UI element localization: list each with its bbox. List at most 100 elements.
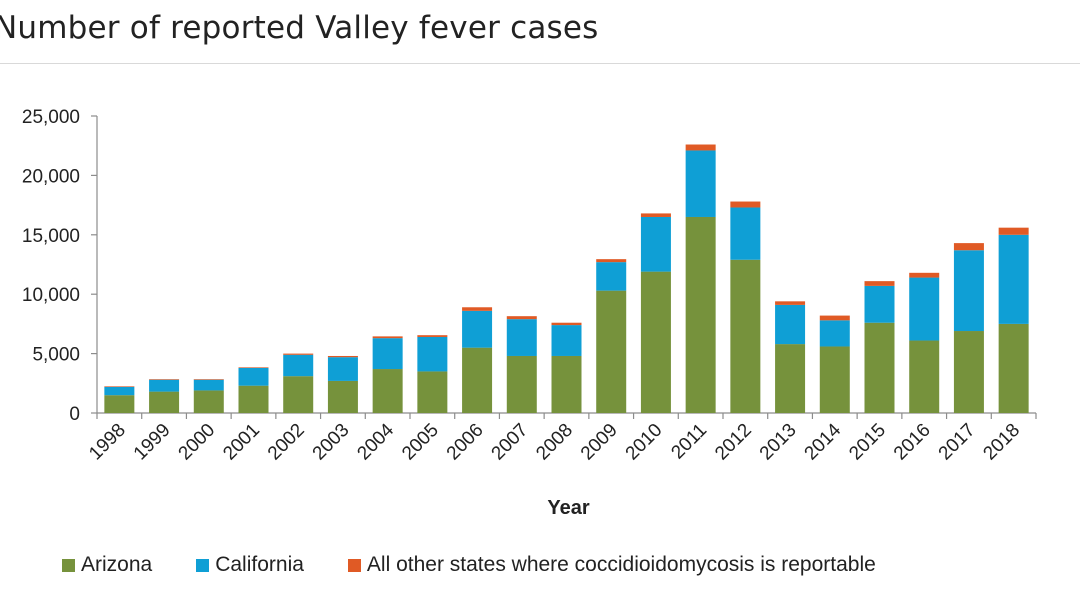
x-axis-title: Year — [547, 497, 589, 519]
x-tick-label: 2007 — [488, 420, 533, 465]
x-tick-label: 2001 — [219, 420, 264, 465]
bar-segment-california — [193, 379, 224, 391]
x-tick-label: 2008 — [532, 420, 577, 465]
bar-segment-other-states — [775, 301, 806, 305]
bar-segment-arizona — [864, 322, 895, 413]
title-divider — [0, 63, 1080, 64]
bar-segment-california — [953, 250, 984, 332]
bar-segment-california — [283, 354, 314, 377]
x-tick-label: 2009 — [577, 420, 622, 465]
bar-segment-arizona — [104, 395, 135, 413]
bar-segment-california — [775, 304, 806, 345]
legend-label: California — [215, 553, 304, 576]
x-tick-label: 2012 — [711, 420, 756, 465]
x-tick-label: 2010 — [622, 420, 667, 465]
bar-segment-arizona — [149, 391, 180, 413]
bar-segment-other-states — [372, 336, 403, 339]
bar-segment-arizona — [775, 344, 806, 413]
bar-segment-other-states — [953, 243, 984, 251]
bar-segment-arizona — [998, 323, 1029, 413]
legend-label: All other states where coccidioidomycosi… — [366, 553, 876, 576]
bar-segment-other-states — [327, 355, 358, 358]
bar-segment-other-states — [685, 144, 716, 151]
x-tick-label: 2018 — [979, 420, 1024, 465]
bar-segment-other-states — [909, 272, 940, 278]
bar-segment-arizona — [193, 390, 224, 413]
bar-segment-other-states — [238, 367, 269, 368]
legend-swatch — [196, 558, 210, 572]
bar-segment-arizona — [596, 290, 627, 413]
bar-segment-arizona — [238, 385, 269, 413]
legend-swatch — [347, 558, 361, 572]
bar-segment-california — [730, 207, 761, 260]
x-tick-label: 2002 — [264, 420, 309, 465]
bar-segment-other-states — [730, 201, 761, 208]
bar-segment-california — [372, 338, 403, 370]
bar-segment-california — [685, 150, 716, 217]
x-tick-label: 2016 — [890, 420, 935, 465]
bar-segment-other-states — [283, 353, 314, 355]
bar-segment-arizona — [372, 369, 403, 413]
x-tick-label: 1998 — [85, 420, 130, 465]
bar-segment-other-states — [819, 315, 850, 321]
bar-segment-arizona — [462, 347, 493, 413]
x-tick-label: 2003 — [309, 420, 354, 465]
bar-segment-california — [149, 379, 180, 392]
x-tick-label: 1999 — [130, 420, 175, 465]
bar-segment-arizona — [327, 380, 358, 413]
legend-item-arizona: Arizona — [62, 553, 152, 577]
legend-item-california: California — [196, 553, 304, 577]
legend-label: Arizona — [81, 553, 153, 576]
bar-segment-california — [462, 310, 493, 348]
bar-segment-other-states — [462, 307, 493, 311]
y-tick-label: 15,000 — [22, 226, 80, 247]
y-tick-label: 25,000 — [22, 107, 80, 128]
bar-segment-california — [819, 320, 850, 347]
x-tick-label: 2004 — [353, 419, 398, 464]
bar-segment-california — [238, 367, 269, 386]
x-tick-label: 2000 — [175, 420, 220, 465]
x-tick-label: 2005 — [398, 420, 443, 465]
x-tick-label: 2015 — [845, 420, 890, 465]
bar-segment-other-states — [998, 227, 1029, 235]
bar-segment-other-states — [149, 379, 180, 380]
x-tick-label: 2014 — [801, 419, 846, 464]
bar-segment-other-states — [506, 316, 537, 320]
legend-swatch — [62, 558, 75, 572]
bar-segment-california — [417, 336, 448, 372]
x-tick-label: 2017 — [935, 420, 980, 465]
legend-item-other-states: All other states where coccidioidomycosi… — [347, 553, 876, 577]
bar-segment-california — [104, 386, 135, 396]
bar-segment-california — [640, 216, 671, 272]
y-tick-label: 20,000 — [22, 166, 80, 187]
chart-legend: Arizona California All other states where … — [62, 553, 920, 577]
y-tick-label: 5,000 — [32, 345, 80, 366]
bar-segment-arizona — [685, 216, 716, 413]
bar-segment-other-states — [193, 379, 224, 380]
bar-segment-arizona — [730, 259, 761, 413]
bar-segment-california — [998, 234, 1029, 324]
bar-segment-arizona — [417, 371, 448, 413]
bar-segment-other-states — [864, 281, 895, 286]
bar-segment-arizona — [283, 376, 314, 413]
bar-segment-other-states — [640, 213, 671, 217]
bar-segment-california — [596, 262, 627, 291]
bar-segment-other-states — [596, 259, 627, 263]
bar-segment-california — [327, 357, 358, 381]
bar-segment-california — [864, 285, 895, 323]
x-tick-label: 2011 — [667, 420, 711, 464]
x-tick-label: 2013 — [756, 420, 801, 465]
bar-segment-arizona — [640, 271, 671, 413]
bar-segment-other-states — [417, 335, 448, 337]
bar-segment-arizona — [506, 355, 537, 413]
y-tick-label: 10,000 — [22, 285, 80, 306]
bar-segment-arizona — [909, 340, 940, 413]
bar-segment-california — [551, 325, 582, 356]
y-tick-label: 0 — [69, 404, 80, 425]
bar-segment-arizona — [551, 355, 582, 413]
chart-title: Number of reported Valley fever cases — [0, 10, 599, 46]
x-tick-label: 2006 — [443, 420, 488, 465]
bar-segment-california — [506, 319, 537, 356]
bar-segment-arizona — [953, 331, 984, 413]
